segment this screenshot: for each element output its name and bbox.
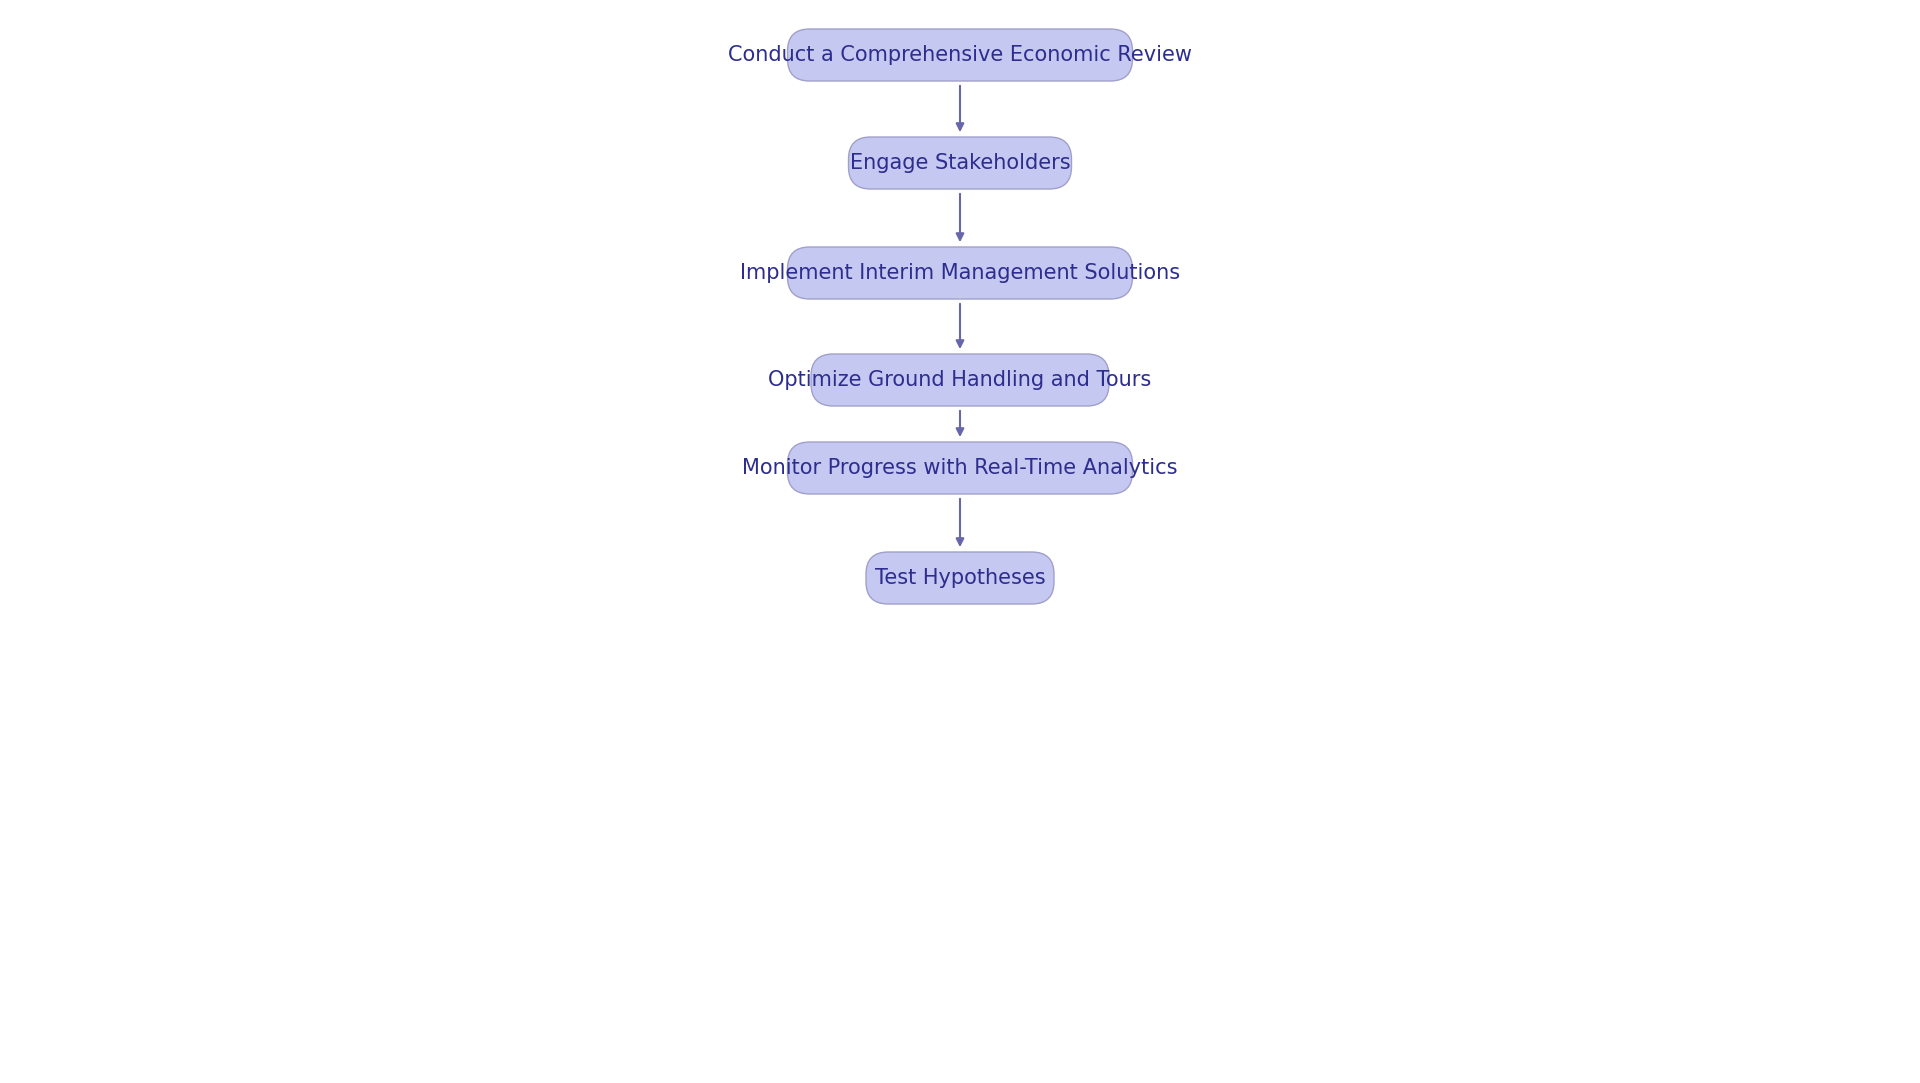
FancyBboxPatch shape [787,29,1133,81]
FancyBboxPatch shape [787,442,1133,494]
FancyBboxPatch shape [810,354,1110,406]
FancyBboxPatch shape [866,552,1054,604]
Text: Monitor Progress with Real-Time Analytics: Monitor Progress with Real-Time Analytic… [743,458,1177,478]
Text: Engage Stakeholders: Engage Stakeholders [851,153,1069,173]
FancyBboxPatch shape [787,247,1133,299]
Text: Implement Interim Management Solutions: Implement Interim Management Solutions [739,263,1181,283]
FancyBboxPatch shape [849,138,1071,190]
Text: Optimize Ground Handling and Tours: Optimize Ground Handling and Tours [768,370,1152,390]
Text: Test Hypotheses: Test Hypotheses [876,567,1044,588]
Text: Conduct a Comprehensive Economic Review: Conduct a Comprehensive Economic Review [728,45,1192,65]
